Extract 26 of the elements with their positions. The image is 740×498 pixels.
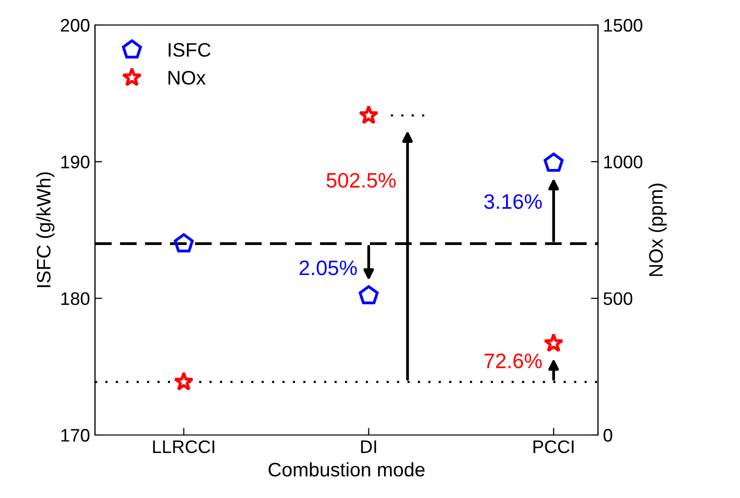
y-tick-label: 200 (60, 18, 90, 32)
point (174, 372, 194, 391)
y2-axis-title: NOx (ppm) (648, 184, 667, 276)
y2-tick-label: 0 (604, 428, 612, 442)
y2-tick-label: 500 (604, 292, 632, 306)
annotation: 502.5% (326, 172, 396, 188)
point (358, 105, 379, 124)
y-tick-label: 180 (61, 292, 90, 306)
point (174, 233, 194, 252)
x-tick-label: PCCI (534, 440, 574, 454)
legend-label: NOx (168, 70, 206, 85)
x-tick-label: LLRCCI (153, 440, 214, 454)
x-tick-label: DI (361, 440, 376, 453)
point (544, 333, 564, 352)
y2-tick-label: 1000 (604, 156, 642, 168)
y2-tick-label: 1500 (604, 18, 642, 32)
point (544, 152, 564, 172)
legend-label: ISFC (168, 43, 210, 57)
annotation: 72.6% (484, 354, 542, 368)
y-tick-label: 190 (61, 156, 90, 168)
y-tick-label: 170 (61, 428, 90, 442)
annotation: 2.05% (300, 260, 357, 276)
point (358, 285, 379, 304)
x-axis-title: Combustion mode (268, 462, 425, 477)
y-axis-title: ISFC (g/kWh) (36, 172, 54, 288)
annotation: 3.16% (484, 194, 542, 209)
